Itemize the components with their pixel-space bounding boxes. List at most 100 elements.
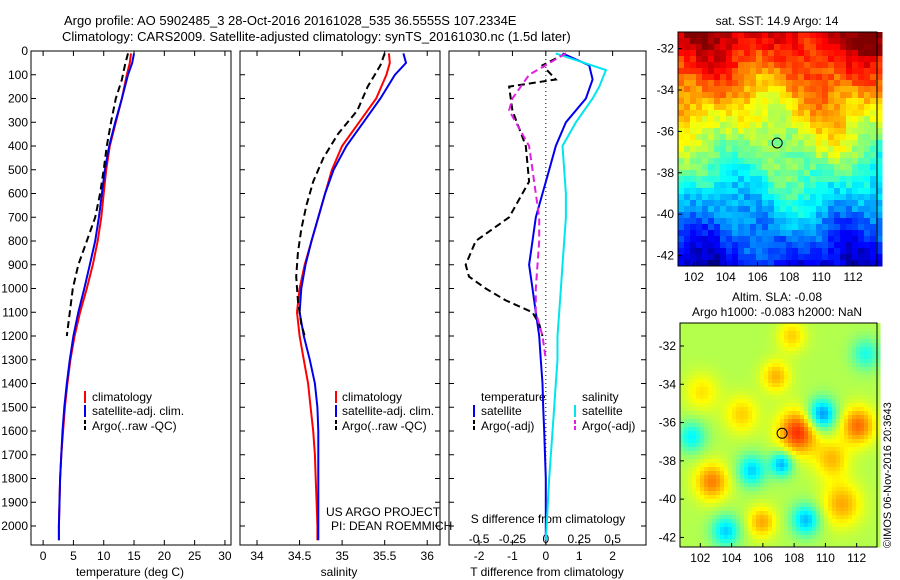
map-cell — [860, 471, 865, 476]
map-cell — [876, 92, 883, 99]
map-cell — [800, 427, 805, 432]
map-cell — [876, 511, 881, 516]
map-cell — [744, 427, 749, 432]
map-cell — [788, 431, 793, 436]
map-cell — [744, 92, 751, 99]
map-cell — [744, 363, 749, 368]
map-cell — [774, 158, 781, 165]
map-cell — [810, 38, 817, 45]
map-cell — [696, 230, 703, 237]
map-cell — [688, 435, 693, 440]
map-cell — [720, 254, 727, 261]
map-cell — [840, 128, 847, 135]
map-cell — [772, 483, 777, 488]
map-cell — [822, 104, 829, 111]
map-cell — [808, 455, 813, 460]
map-cell — [680, 435, 685, 440]
map-cell — [798, 110, 805, 117]
map-cell — [704, 519, 709, 524]
map-cell — [760, 423, 765, 428]
map-cell — [736, 447, 741, 452]
map-cell — [872, 363, 877, 368]
map-cell — [832, 531, 837, 536]
map-cell — [684, 116, 691, 123]
map-cell — [828, 479, 833, 484]
map-cell — [756, 242, 763, 249]
map-cell — [864, 395, 869, 400]
map-cell — [834, 170, 841, 177]
map-cell — [852, 427, 857, 432]
map-cell — [852, 407, 857, 412]
map-cell — [744, 375, 749, 380]
map-cell — [872, 515, 877, 520]
map-cell — [690, 74, 697, 81]
map-cell — [848, 423, 853, 428]
map-cell — [736, 463, 741, 468]
map-cell — [736, 363, 741, 368]
map-cell — [716, 463, 721, 468]
map-cell — [832, 439, 837, 444]
map-cell — [680, 359, 685, 364]
map-cell — [708, 347, 713, 352]
map-cell — [720, 535, 725, 540]
map-cell — [690, 122, 697, 129]
legend-salinity-header: salinity — [582, 390, 619, 404]
map-cell — [780, 479, 785, 484]
map-cell — [724, 483, 729, 488]
map-cell — [836, 503, 841, 508]
map-cell — [702, 212, 709, 219]
map-cell — [728, 427, 733, 432]
credit-text: ©IMOS 06-Nov-2016 20:3643 — [882, 402, 894, 548]
map-cell — [800, 519, 805, 524]
map-cell — [834, 98, 841, 105]
map-cell — [856, 531, 861, 536]
map-cell — [774, 146, 781, 153]
map-cell — [870, 230, 877, 237]
map-cell — [744, 327, 749, 332]
map-cell — [692, 371, 697, 376]
map-cell — [756, 236, 763, 243]
map-cell — [708, 367, 713, 372]
map-cell — [748, 399, 753, 404]
map-cell — [852, 459, 857, 464]
map-cell — [824, 499, 829, 504]
map-cell — [810, 224, 817, 231]
map-cell — [832, 471, 837, 476]
map-cell — [846, 230, 853, 237]
map-cell — [816, 206, 823, 213]
map-cell — [828, 158, 835, 165]
map-cell — [714, 74, 721, 81]
map-cell — [702, 116, 709, 123]
map-cell — [868, 519, 873, 524]
salinity-legend: climatology satellite-adj. clim. Argo(..… — [335, 390, 434, 433]
map-cell — [864, 419, 869, 424]
map-cell — [684, 188, 691, 195]
map-cell — [876, 164, 883, 171]
map-cell — [836, 455, 841, 460]
map-cell — [864, 194, 871, 201]
map-cell — [792, 206, 799, 213]
map-cell — [860, 503, 865, 508]
map-cell — [792, 80, 799, 87]
map-cell — [768, 347, 773, 352]
map-cell — [792, 56, 799, 63]
map-cell — [872, 535, 877, 540]
map-cell — [852, 347, 857, 352]
map-cell — [736, 487, 741, 492]
map-cell — [856, 491, 861, 496]
map-cell — [788, 523, 793, 528]
map-cell — [786, 122, 793, 129]
map-cell — [858, 38, 865, 45]
map-cell — [696, 535, 701, 540]
map-cell — [786, 218, 793, 225]
map-cell — [852, 194, 859, 201]
map-cell — [708, 419, 713, 424]
map-cell — [764, 379, 769, 384]
map-cell — [836, 435, 841, 440]
map-cell — [876, 188, 883, 195]
map-cell — [822, 182, 829, 189]
map-cells — [678, 32, 883, 267]
map-cell — [840, 479, 845, 484]
map-cell — [684, 212, 691, 219]
map-cell — [700, 455, 705, 460]
